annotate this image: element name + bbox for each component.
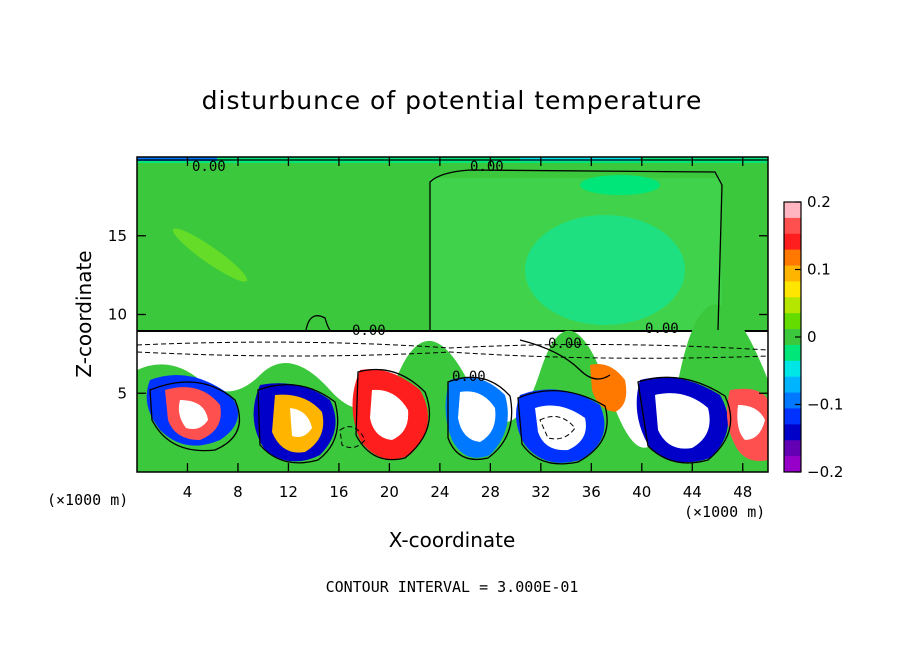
colorbar-swatch bbox=[784, 456, 801, 473]
upper-cool-blob-top bbox=[580, 175, 660, 195]
contour-eddy-3 bbox=[355, 368, 431, 461]
contour-label: 0.00 bbox=[352, 323, 386, 339]
lower-white-core-6 bbox=[655, 393, 710, 449]
colorbar-swatch bbox=[784, 344, 801, 362]
contour-label: 0.00 bbox=[470, 159, 504, 175]
contour-eddy-1 bbox=[149, 381, 241, 452]
lower-white-core-7 bbox=[737, 405, 765, 440]
contour-dashed-eddy bbox=[339, 426, 366, 449]
chart-title: disturbunce of potential temperature bbox=[201, 86, 703, 115]
contour-dashed-1 bbox=[137, 341, 768, 351]
lower-white-core-1 bbox=[178, 400, 208, 429]
colorbar-tick-label: −0.2 bbox=[807, 463, 843, 481]
lower-white-core-4 bbox=[458, 391, 496, 442]
x-tick-label: 12 bbox=[279, 483, 298, 501]
colorbar-swatch bbox=[784, 408, 801, 425]
contour-lines bbox=[137, 159, 768, 465]
colorbar-swatch bbox=[784, 392, 801, 409]
y-tick-label: 5 bbox=[117, 384, 127, 402]
colorbar-swatch bbox=[784, 440, 801, 457]
contour-dashed bbox=[137, 341, 768, 449]
colorbar-ticks: 0.2 0.1 0 −0.1 −0.2 bbox=[795, 193, 843, 481]
contour-eddy-2 bbox=[257, 384, 339, 464]
contour-label: 0.00 bbox=[192, 159, 226, 175]
upper-cool-blob bbox=[525, 215, 685, 325]
boundary-band bbox=[137, 330, 768, 360]
upper-warm-streak bbox=[172, 228, 248, 282]
colorbar-tick-label: −0.1 bbox=[807, 396, 843, 414]
y-tick-label: 15 bbox=[108, 227, 127, 245]
x-tick-label: 36 bbox=[582, 483, 601, 501]
colorbar-tick-label: 0.2 bbox=[807, 193, 831, 211]
contour-eddy-4 bbox=[447, 376, 513, 461]
y-tick-label: 10 bbox=[108, 306, 127, 324]
colorbar-tick-label: 0 bbox=[807, 328, 817, 346]
contour-small-loop bbox=[305, 315, 331, 331]
x-tick-label: 44 bbox=[683, 483, 702, 501]
boundary-line bbox=[137, 330, 768, 332]
colorbar-swatch bbox=[784, 233, 801, 251]
colorbar-swatch bbox=[784, 360, 801, 378]
x-tick-label: 16 bbox=[329, 483, 348, 501]
lower-orange-plume bbox=[590, 364, 627, 412]
x-tick-label: 48 bbox=[733, 483, 752, 501]
contour-dashed-eddy-2 bbox=[539, 415, 576, 440]
x-axis-label: X-coordinate bbox=[388, 528, 516, 552]
y-axis-unit: (×1000 m) bbox=[47, 491, 129, 509]
x-tick-label: 32 bbox=[531, 483, 550, 501]
contour-label: 0.00 bbox=[645, 321, 679, 337]
x-tick-label: 20 bbox=[380, 483, 399, 501]
x-tick-label: 28 bbox=[481, 483, 500, 501]
contour-label-group: 0.00 0.00 0.00 0.00 0.00 0.00 bbox=[192, 159, 679, 385]
top-edge-cyan bbox=[520, 157, 640, 161]
colorbar-swatch bbox=[784, 329, 801, 346]
contour-upper-box bbox=[429, 169, 723, 331]
colorbar-swatch bbox=[784, 297, 801, 314]
colorbar-swatch bbox=[784, 281, 801, 298]
x-tick-label: 8 bbox=[233, 483, 243, 501]
y-ticks: 5 10 15 bbox=[108, 227, 768, 402]
x-axis-unit: (×1000 m) bbox=[684, 503, 766, 521]
contour-squiggle bbox=[519, 339, 611, 380]
contour-interval-note: CONTOUR INTERVAL = 3.000E-01 bbox=[325, 578, 579, 596]
top-edge-blue bbox=[137, 157, 217, 161]
lower-white-core-2 bbox=[290, 408, 312, 437]
colorbar-tick-label: 0.1 bbox=[807, 261, 831, 279]
colorbar-swatch bbox=[784, 202, 801, 219]
x-tick-label: 24 bbox=[430, 483, 449, 501]
colorbar-swatch bbox=[784, 376, 801, 394]
colorbar-swatch bbox=[784, 424, 801, 441]
x-tick-label: 4 bbox=[183, 483, 193, 501]
colorbar-swatch bbox=[784, 249, 801, 267]
contour-eddy-6 bbox=[637, 376, 732, 464]
x-tick-label: 40 bbox=[632, 483, 651, 501]
colorbar-swatch bbox=[784, 265, 801, 282]
x-ticks: 4 8 12 16 20 24 28 32 36 40 44 48 bbox=[183, 157, 752, 501]
contour-label: 0.00 bbox=[548, 336, 582, 352]
colorbar-swatch bbox=[784, 217, 801, 235]
heatmap-field bbox=[137, 157, 768, 472]
contour-eddy-5 bbox=[517, 389, 608, 465]
lower-white-core-3 bbox=[370, 389, 409, 440]
contour-label: 0.00 bbox=[452, 369, 486, 385]
colorbar-swatch bbox=[784, 313, 801, 330]
contour-dashed-2 bbox=[137, 351, 768, 359]
